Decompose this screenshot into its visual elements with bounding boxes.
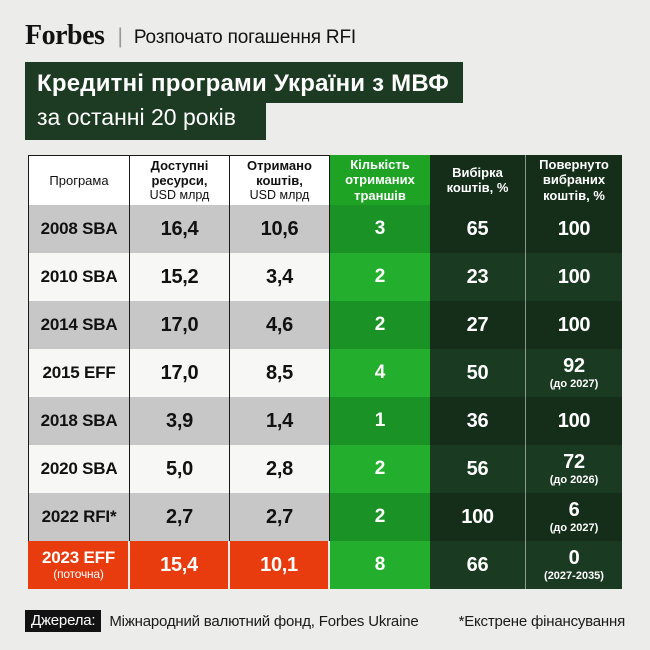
cell-program: 2018 SBA	[28, 397, 130, 445]
column-header-repaid: Повернуто вибраних коштів, %	[526, 155, 622, 205]
cell-drawn: 27	[430, 301, 526, 349]
cell-available: 5,0	[130, 445, 230, 493]
cell-drawn: 50	[430, 349, 526, 397]
column-header-drawn-label: Вибірка коштів, %	[446, 164, 509, 195]
masthead-divider: |	[117, 24, 123, 48]
masthead: Forbes | Розпочато погашення RFI	[25, 22, 356, 50]
cell-received: 10,6	[230, 205, 330, 253]
cell-repaid: 6 (до 2027)	[526, 493, 622, 541]
table-row-2022-rfi: 2022 RFI* 2,7 2,7 2 100 6 (до 2027)	[28, 493, 622, 541]
column-header-program: Програма	[28, 155, 130, 205]
cell-repaid: 100	[526, 301, 622, 349]
title-line-2: за останні 20 років	[25, 102, 266, 140]
cell-available: 17,0	[130, 301, 230, 349]
repaid-deadline-note: (до 2027)	[549, 377, 599, 390]
column-header-tranches: Кількість отриманих траншів	[330, 155, 430, 205]
sources-text: Міжнародний валютний фонд, Forbes Ukrain…	[109, 613, 419, 630]
column-header-available-sublabel: USD млрд	[149, 188, 210, 203]
cell-drawn: 23	[430, 253, 526, 301]
cell-drawn: 36	[430, 397, 526, 445]
cell-program: 2020 SBA	[28, 445, 130, 493]
cell-repaid: 92 (до 2027)	[526, 349, 622, 397]
cell-available: 3,9	[130, 397, 230, 445]
cell-tranches: 2	[330, 493, 430, 541]
cell-received: 2,7	[230, 493, 330, 541]
repaid-deadline-note: (2027-2035)	[544, 569, 604, 582]
cell-received: 8,5	[230, 349, 330, 397]
cell-program: 2014 SBA	[28, 301, 130, 349]
cell-tranches: 2	[330, 301, 430, 349]
table-row-2023-eff-current: 2023 EFF (поточна) 15,4 10,1 8 66 0 (2027-…	[28, 541, 622, 589]
program-current-note: (поточна)	[53, 566, 104, 581]
cell-available: 16,4	[130, 205, 230, 253]
imf-programs-table: Програма Доступні ресурси, USD млрд Отри…	[28, 155, 622, 589]
cell-tranches: 3	[330, 205, 430, 253]
cell-tranches: 8	[330, 541, 430, 589]
sources-label-badge: Джерела:	[25, 610, 102, 632]
cell-tranches: 2	[330, 445, 430, 493]
cell-available: 17,0	[130, 349, 230, 397]
column-header-program-label: Програма	[49, 172, 109, 188]
masthead-kicker: Розпочато погашення RFI	[133, 26, 356, 48]
column-header-tranches-label: Кількість отриманих траншів	[345, 157, 415, 203]
cell-received: 2,8	[230, 445, 330, 493]
cell-program: 2008 SBA	[28, 205, 130, 253]
cell-available: 15,2	[130, 253, 230, 301]
forbes-logo: Forbes	[25, 20, 105, 51]
table-row-2010-sba: 2010 SBA 15,2 3,4 2 23 100	[28, 253, 622, 301]
footer: Джерела: Міжнародний валютний фонд, Forb…	[25, 610, 625, 632]
cell-repaid: 0 (2027-2035)	[526, 541, 622, 589]
column-header-available: Доступні ресурси, USD млрд	[130, 155, 230, 205]
cell-tranches: 1	[330, 397, 430, 445]
cell-available: 2,7	[130, 493, 230, 541]
repaid-deadline-note: (до 2027)	[549, 521, 599, 534]
infographic-title: Кредитні програми України з МВФ за остан…	[25, 62, 463, 140]
cell-drawn: 100	[430, 493, 526, 541]
footnote-rfi: *Екстрене фінансування	[458, 613, 626, 630]
cell-repaid: 100	[526, 397, 622, 445]
cell-received: 10,1	[230, 541, 330, 589]
cell-program: 2010 SBA	[28, 253, 130, 301]
cell-repaid: 100	[526, 205, 622, 253]
cell-program: 2015 EFF	[28, 349, 130, 397]
column-header-received: Отримано коштів, USD млрд	[230, 155, 330, 205]
table-header-row: Програма Доступні ресурси, USD млрд Отри…	[28, 155, 622, 205]
table-row-2008-sba: 2008 SBA 16,4 10,6 3 65 100	[28, 205, 622, 253]
column-header-received-label: Отримано коштів,	[247, 157, 312, 189]
cell-program: 2023 EFF (поточна)	[28, 541, 130, 589]
cell-repaid: 100	[526, 253, 622, 301]
table-row-2014-sba: 2014 SBA 17,0 4,6 2 27 100	[28, 301, 622, 349]
cell-received: 1,4	[230, 397, 330, 445]
cell-drawn: 66	[430, 541, 526, 589]
cell-tranches: 4	[330, 349, 430, 397]
column-header-received-sublabel: USD млрд	[249, 188, 310, 203]
cell-repaid: 72 (до 2026)	[526, 445, 622, 493]
table-row-2015-eff: 2015 EFF 17,0 8,5 4 50 92 (до 2027)	[28, 349, 622, 397]
cell-received: 4,6	[230, 301, 330, 349]
repaid-deadline-note: (до 2026)	[549, 473, 599, 486]
cell-drawn: 65	[430, 205, 526, 253]
cell-received: 3,4	[230, 253, 330, 301]
table-row-2018-sba: 2018 SBA 3,9 1,4 1 36 100	[28, 397, 622, 445]
column-header-available-label: Доступні ресурси,	[150, 157, 209, 189]
title-line-1: Кредитні програми України з МВФ	[25, 62, 463, 103]
column-header-drawn: Вибірка коштів, %	[430, 155, 526, 205]
sources: Джерела: Міжнародний валютний фонд, Forb…	[25, 610, 419, 632]
column-header-repaid-label: Повернуто вибраних коштів, %	[539, 157, 609, 203]
cell-available: 15,4	[130, 541, 230, 589]
table-row-2020-sba: 2020 SBA 5,0 2,8 2 56 72 (до 2026)	[28, 445, 622, 493]
cell-drawn: 56	[430, 445, 526, 493]
cell-tranches: 2	[330, 253, 430, 301]
cell-program: 2022 RFI*	[28, 493, 130, 541]
